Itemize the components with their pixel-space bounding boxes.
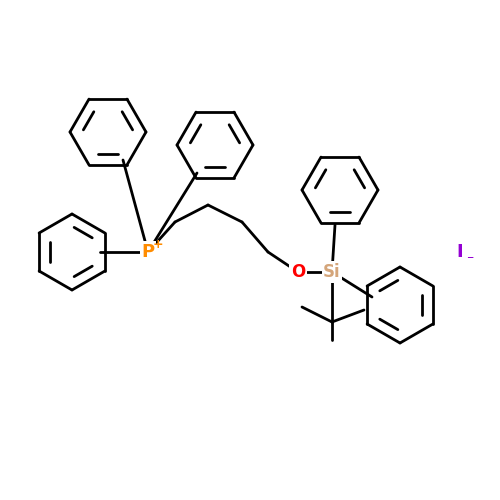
Text: ⁻: ⁻ [466, 253, 473, 267]
Text: O: O [291, 263, 305, 281]
Text: I: I [456, 243, 464, 261]
Text: Si: Si [323, 263, 341, 281]
Text: +: + [152, 238, 164, 250]
Text: P: P [142, 243, 154, 261]
